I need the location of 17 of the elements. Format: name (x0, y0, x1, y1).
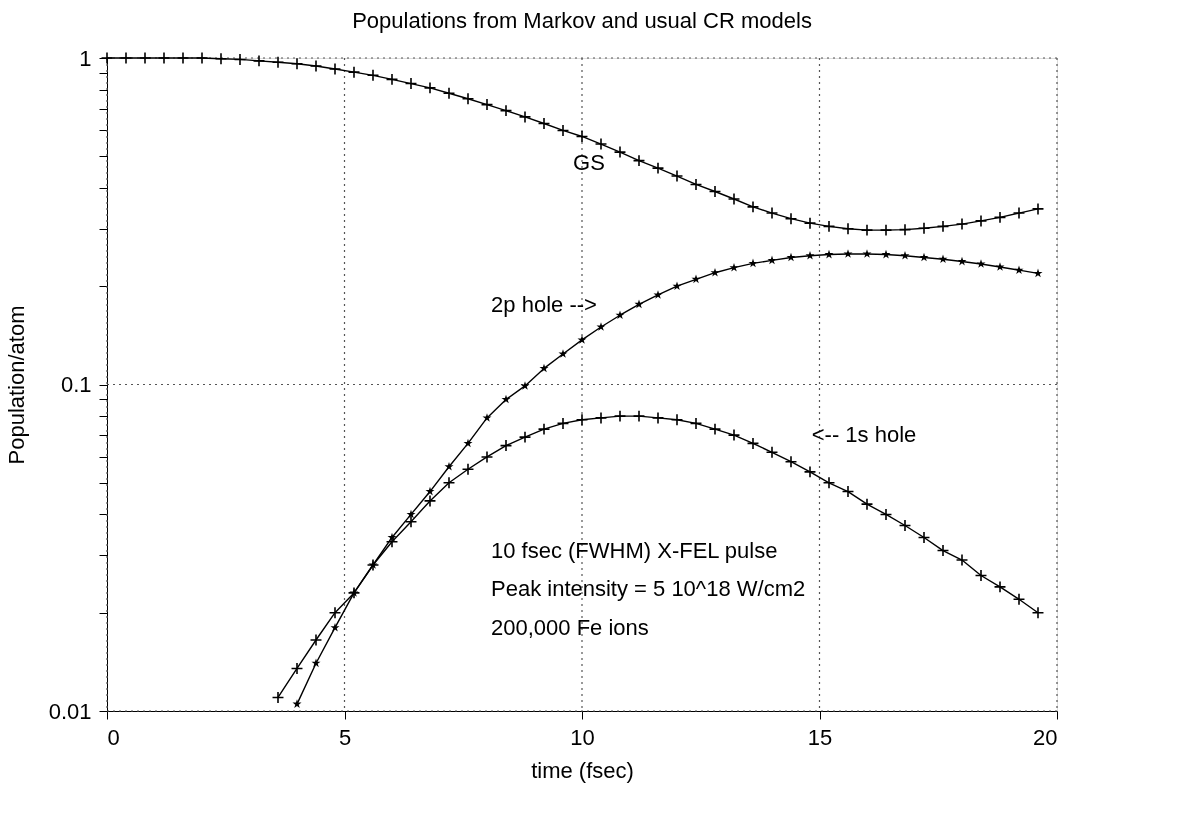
x-tick-label: 5 (338, 724, 352, 750)
annotation: 200,000 Fe ions (491, 615, 649, 640)
annotation: Peak intensity = 5 10^18 W/cm2 (491, 576, 806, 601)
y-axis-title: Population/atom (3, 305, 29, 465)
y-tick-label: 0.01 (48, 698, 92, 724)
x-tick-label: 10 (570, 724, 595, 750)
y-tick-label: 0.1 (60, 372, 92, 397)
x-tick-label: 20 (1033, 724, 1058, 750)
chart-title: Populations from Markov and usual CR models (352, 8, 812, 33)
annotation: <-- 1s hole (811, 422, 917, 447)
annotation: 10 fsec (FWHM) X-FEL pulse (491, 538, 778, 563)
annotation: 2p hole --> (491, 292, 597, 317)
x-tick-label: 0 (107, 724, 120, 750)
x-axis-title: time (fsec) (531, 757, 634, 783)
x-tick-label: 15 (807, 724, 833, 750)
y-tick-label: 1 (79, 45, 92, 71)
annotation: GS (573, 150, 605, 175)
